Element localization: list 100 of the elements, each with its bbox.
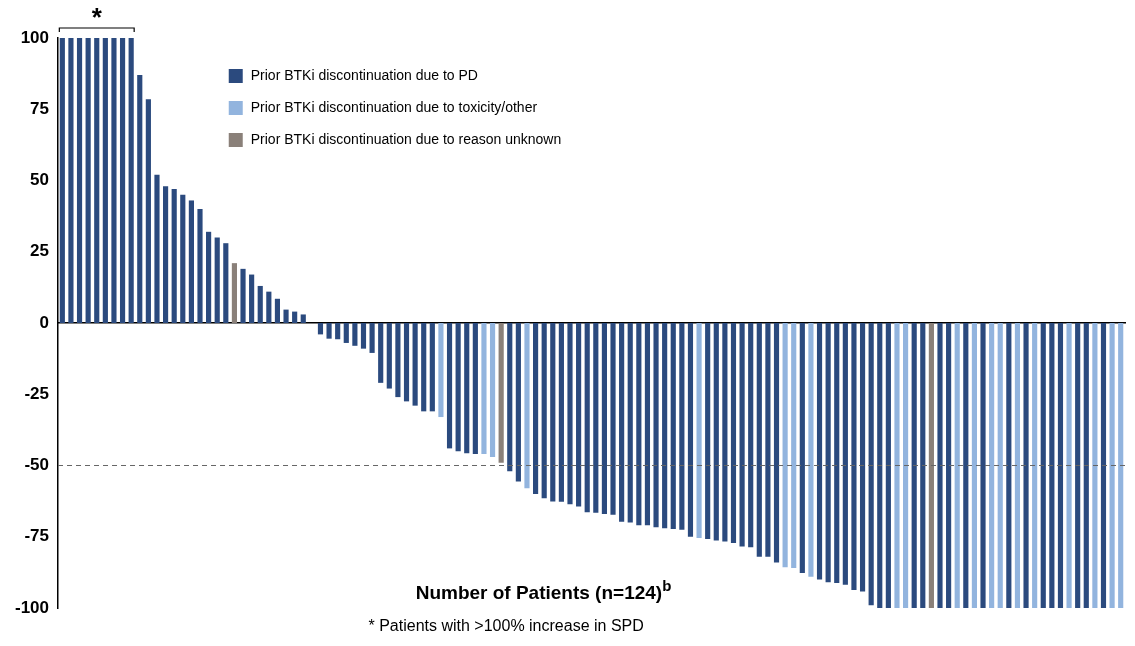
bar bbox=[76, 38, 83, 323]
legend-label: Prior BTKi discontinuation due to PD bbox=[250, 66, 478, 83]
bar bbox=[550, 323, 556, 502]
bar bbox=[498, 323, 504, 463]
bar bbox=[1049, 323, 1055, 608]
y-tick-label: -25 bbox=[24, 383, 50, 403]
bar bbox=[197, 209, 203, 323]
bar bbox=[1109, 323, 1115, 608]
bar bbox=[188, 200, 194, 323]
bar bbox=[472, 323, 478, 455]
legend-label: Prior BTKi discontinuation due to reason unknown bbox=[250, 130, 562, 147]
bar bbox=[85, 38, 91, 323]
bar bbox=[584, 323, 590, 513]
bar bbox=[524, 323, 530, 489]
y-tick-label: -100 bbox=[14, 597, 50, 617]
bar bbox=[971, 323, 977, 608]
bar bbox=[481, 323, 487, 455]
bar bbox=[825, 323, 831, 583]
bar bbox=[171, 189, 177, 323]
bar bbox=[687, 323, 694, 537]
bar bbox=[231, 263, 237, 323]
bar bbox=[851, 323, 857, 591]
bar bbox=[756, 323, 762, 557]
bar bbox=[412, 323, 418, 406]
y-tick-label: 75 bbox=[30, 98, 50, 118]
bar bbox=[154, 174, 160, 323]
bar bbox=[438, 323, 444, 418]
bar bbox=[111, 38, 117, 323]
y-tick-label: 100 bbox=[20, 27, 50, 47]
bar bbox=[145, 99, 151, 323]
bar bbox=[119, 38, 126, 323]
bar bbox=[1040, 323, 1046, 608]
bar bbox=[274, 298, 281, 323]
bar bbox=[748, 323, 754, 548]
bar bbox=[808, 323, 814, 577]
bar bbox=[369, 323, 375, 353]
bar bbox=[1075, 323, 1081, 608]
bar bbox=[696, 323, 702, 538]
bar bbox=[997, 323, 1003, 608]
bar bbox=[1083, 323, 1089, 608]
bar bbox=[722, 323, 728, 542]
bar bbox=[59, 38, 65, 323]
bar bbox=[1014, 323, 1021, 608]
bar bbox=[137, 75, 143, 323]
bar bbox=[257, 285, 263, 323]
bar bbox=[713, 323, 719, 541]
bar bbox=[352, 323, 358, 346]
bar bbox=[765, 323, 771, 557]
bar bbox=[429, 323, 435, 412]
bar bbox=[1092, 323, 1098, 608]
bar bbox=[799, 323, 805, 573]
bar bbox=[1023, 323, 1029, 608]
bar bbox=[705, 323, 711, 540]
bar bbox=[343, 323, 349, 343]
bar bbox=[619, 323, 625, 522]
bar bbox=[283, 309, 289, 323]
y-tick-label: -50 bbox=[24, 455, 50, 475]
bar bbox=[791, 323, 797, 569]
bar bbox=[403, 323, 410, 402]
bar bbox=[421, 323, 427, 412]
bar bbox=[206, 231, 212, 323]
bar bbox=[541, 323, 547, 499]
bar bbox=[317, 323, 324, 335]
bar bbox=[378, 323, 384, 383]
bar bbox=[180, 194, 186, 323]
bar bbox=[558, 323, 564, 502]
bar bbox=[885, 323, 891, 608]
bar bbox=[644, 323, 651, 526]
bar bbox=[868, 323, 874, 606]
bar bbox=[128, 38, 134, 323]
bar bbox=[662, 323, 668, 529]
bar bbox=[834, 323, 840, 583]
bar bbox=[507, 323, 513, 472]
bar bbox=[679, 323, 685, 530]
bar bbox=[455, 323, 461, 452]
bar bbox=[446, 323, 453, 449]
bar bbox=[567, 323, 573, 505]
bar bbox=[610, 323, 616, 515]
bar bbox=[636, 323, 642, 526]
y-tick-label: 0 bbox=[39, 312, 50, 332]
bar bbox=[266, 291, 272, 323]
bar bbox=[980, 323, 986, 608]
bar bbox=[954, 323, 960, 608]
bar bbox=[1066, 323, 1072, 608]
bar bbox=[515, 323, 521, 482]
bar bbox=[816, 323, 823, 580]
bar bbox=[576, 323, 582, 507]
bar bbox=[989, 323, 995, 608]
bar bbox=[1006, 323, 1012, 608]
bar bbox=[877, 323, 883, 608]
bar bbox=[937, 323, 943, 608]
bar bbox=[326, 323, 332, 339]
bar bbox=[842, 323, 848, 585]
bar bbox=[903, 323, 909, 608]
bar bbox=[946, 323, 952, 608]
bar bbox=[859, 323, 866, 592]
bar bbox=[1057, 323, 1064, 608]
bar bbox=[911, 323, 917, 608]
bar bbox=[163, 186, 169, 323]
bar bbox=[386, 323, 392, 389]
